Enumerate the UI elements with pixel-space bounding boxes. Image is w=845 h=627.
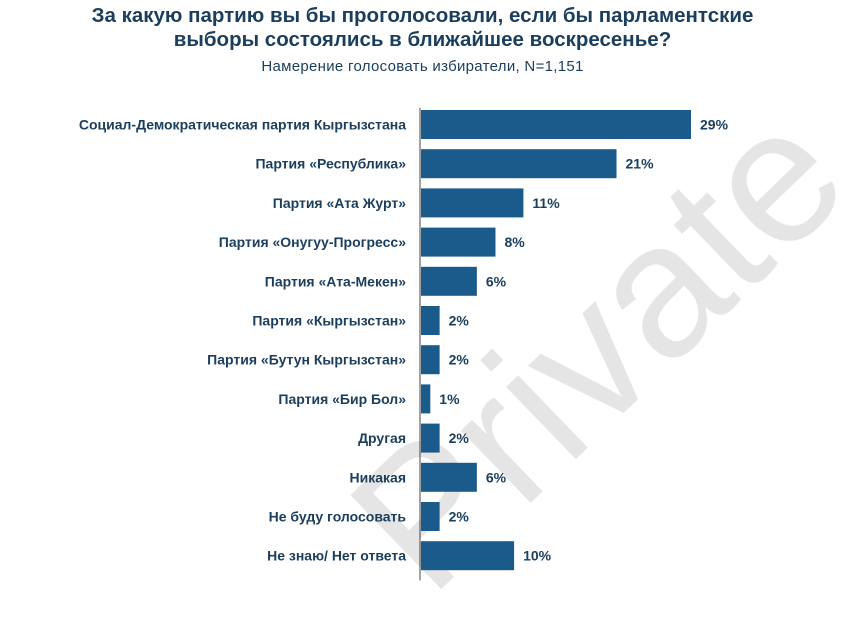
data-label: 10% [523,548,552,564]
data-label: 2% [449,430,470,446]
data-label: 29% [700,117,729,133]
chart-subtitle: Намерение голосовать избиратели, N=1,151 [261,58,584,75]
bar [421,227,496,257]
category-label: Социал-Демократическая партия Кыргызстан… [79,117,406,133]
data-label: 6% [486,469,507,485]
category-label: Не знаю/ Нет ответа [267,548,406,564]
category-label: Партия «Ата Журт» [273,195,406,211]
bar [421,149,617,179]
bar [421,502,440,531]
data-label: 2% [449,352,470,368]
bar [421,188,524,218]
category-label: Партия «Кыргызстан» [252,313,406,329]
data-label: 2% [449,509,470,525]
bar [421,541,515,571]
chart-title: За какую партию вы бы проголосовали, есл… [0,4,845,52]
bar [421,423,440,453]
category-label: Никакая [350,469,406,485]
bar [421,345,440,375]
data-label: 6% [486,273,507,289]
data-label: 21% [626,156,655,172]
category-label: Партия «Бир Бол» [278,391,406,407]
category-label: Партия «Онугуу-Прогресс» [219,234,406,250]
chart-title-line-1: За какую партию вы бы проголосовали, есл… [91,4,754,27]
category-label: Партия «Ата-Мекен» [265,273,406,289]
bar [421,266,477,296]
data-label: 2% [449,313,470,329]
category-label: Не буду голосовать [269,509,407,525]
category-label: Другая [358,430,406,446]
bar [421,384,431,414]
data-label: 11% [532,195,560,211]
bar [421,462,477,492]
bar [421,110,691,139]
bars-group: Социал-Демократическая партия Кыргызстан… [79,110,729,571]
bar [421,306,440,335]
category-label: Партия «Республика» [255,156,406,172]
category-label: Партия «Бутун Кыргызстан» [207,352,406,368]
chart-title-line-2: выборы состоялись в ближайшее воскресень… [173,28,672,51]
data-label: 1% [439,391,460,407]
data-label: 8% [504,234,525,250]
